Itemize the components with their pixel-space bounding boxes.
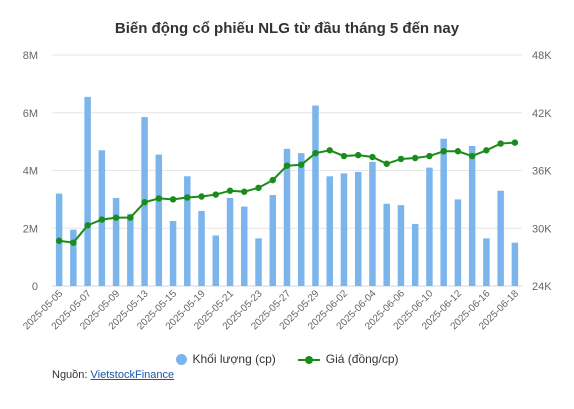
y-left-tick-label: 8M	[23, 50, 38, 62]
price-swatch-icon	[297, 354, 320, 365]
price-point	[141, 199, 148, 206]
volume-bar	[184, 176, 191, 286]
price-point	[155, 195, 163, 202]
price-point	[184, 194, 191, 201]
volume-bar	[255, 238, 262, 286]
volume-bar	[340, 173, 348, 286]
legend: Khối lượng (cp) Giá (đồng/cp)	[0, 352, 574, 366]
y-left-tick-label: 6M	[23, 108, 38, 120]
price-point	[483, 147, 490, 154]
volume-bar	[483, 238, 490, 286]
source-note: Nguồn: VietstockFinance	[52, 369, 174, 381]
price-point	[98, 216, 106, 223]
volume-bars	[55, 96, 519, 287]
volume-bar	[397, 205, 405, 286]
volume-bar	[411, 223, 419, 286]
price-point	[269, 176, 276, 184]
volume-bar	[326, 176, 333, 286]
volume-bar	[169, 221, 177, 286]
y-right-tick-label: 42K	[532, 108, 552, 120]
volume-bar	[468, 145, 476, 286]
volume-bar	[212, 235, 220, 286]
y-right-tick-label: 48K	[532, 50, 552, 62]
volume-bar	[269, 195, 277, 286]
volume-bar	[283, 148, 291, 286]
legend-label-price: Giá (đồng/cp)	[325, 352, 399, 366]
volume-bar	[226, 197, 234, 286]
price-point	[454, 148, 462, 155]
volume-bar	[70, 229, 77, 286]
price-point	[411, 154, 419, 162]
volume-bar	[354, 171, 362, 286]
price-point	[497, 140, 504, 147]
price-point	[326, 147, 333, 154]
source-link[interactable]: VietstockFinance	[90, 369, 175, 381]
price-point	[369, 153, 376, 161]
price-point	[355, 151, 362, 159]
price-point	[397, 155, 405, 163]
price-point	[241, 188, 248, 195]
volume-bar	[297, 153, 305, 286]
price-point	[255, 184, 262, 192]
volume-bar	[241, 206, 248, 286]
volume-bar	[511, 242, 519, 286]
price-point	[169, 196, 177, 203]
y-left-tick-label: 0	[32, 281, 38, 293]
volume-bar	[426, 167, 433, 286]
price-point	[511, 139, 519, 146]
price-point	[283, 162, 291, 169]
price-point	[340, 152, 348, 160]
y-right-tick-label: 24K	[532, 281, 552, 293]
price-point	[198, 193, 205, 200]
volume-bar	[440, 138, 447, 286]
volume-bar	[127, 213, 134, 286]
volume-swatch-icon	[175, 353, 187, 365]
volume-bar	[198, 210, 205, 286]
price-line	[55, 139, 519, 246]
price-point	[212, 191, 219, 198]
price-point	[55, 237, 63, 244]
volume-bar	[454, 199, 462, 287]
x-axis-ticks: 2025-05-052025-05-072025-05-092025-05-13…	[21, 288, 521, 332]
price-point	[383, 160, 390, 167]
volume-bar	[369, 161, 376, 286]
y-right-tick-label: 36K	[532, 166, 552, 178]
y-left-tick-label: 4M	[23, 166, 38, 178]
price-point	[440, 148, 447, 155]
price-point	[112, 214, 120, 221]
price-point	[70, 239, 77, 246]
price-point	[298, 161, 305, 168]
price-point	[312, 149, 319, 157]
volume-bar	[112, 197, 120, 286]
legend-label-volume: Khối lượng (cp)	[192, 352, 276, 366]
y-right-tick-label: 30K	[532, 223, 552, 235]
legend-item-price[interactable]: Giá (đồng/cp)	[297, 352, 399, 366]
left-axis-ticks: 0 2M 4M 6M 8M	[23, 50, 38, 293]
legend-item-volume[interactable]: Khối lượng (cp)	[175, 352, 276, 366]
volume-bar	[497, 190, 504, 286]
price-point	[84, 222, 91, 229]
price-point	[226, 187, 234, 194]
right-axis-ticks: 24K 30K 36K 42K 48K	[532, 50, 552, 293]
volume-bar	[312, 105, 319, 286]
source-label: Nguồn:	[52, 369, 88, 381]
price-point	[468, 152, 476, 160]
y-left-tick-label: 2M	[23, 223, 38, 235]
volume-bar	[84, 96, 91, 287]
volume-bar	[155, 154, 163, 286]
volume-bar	[383, 203, 390, 286]
price-point	[426, 152, 433, 160]
price-point	[127, 214, 134, 221]
chart-title: Biến động cổ phiếu NLG từ đầu tháng 5 đế…	[114, 20, 460, 37]
